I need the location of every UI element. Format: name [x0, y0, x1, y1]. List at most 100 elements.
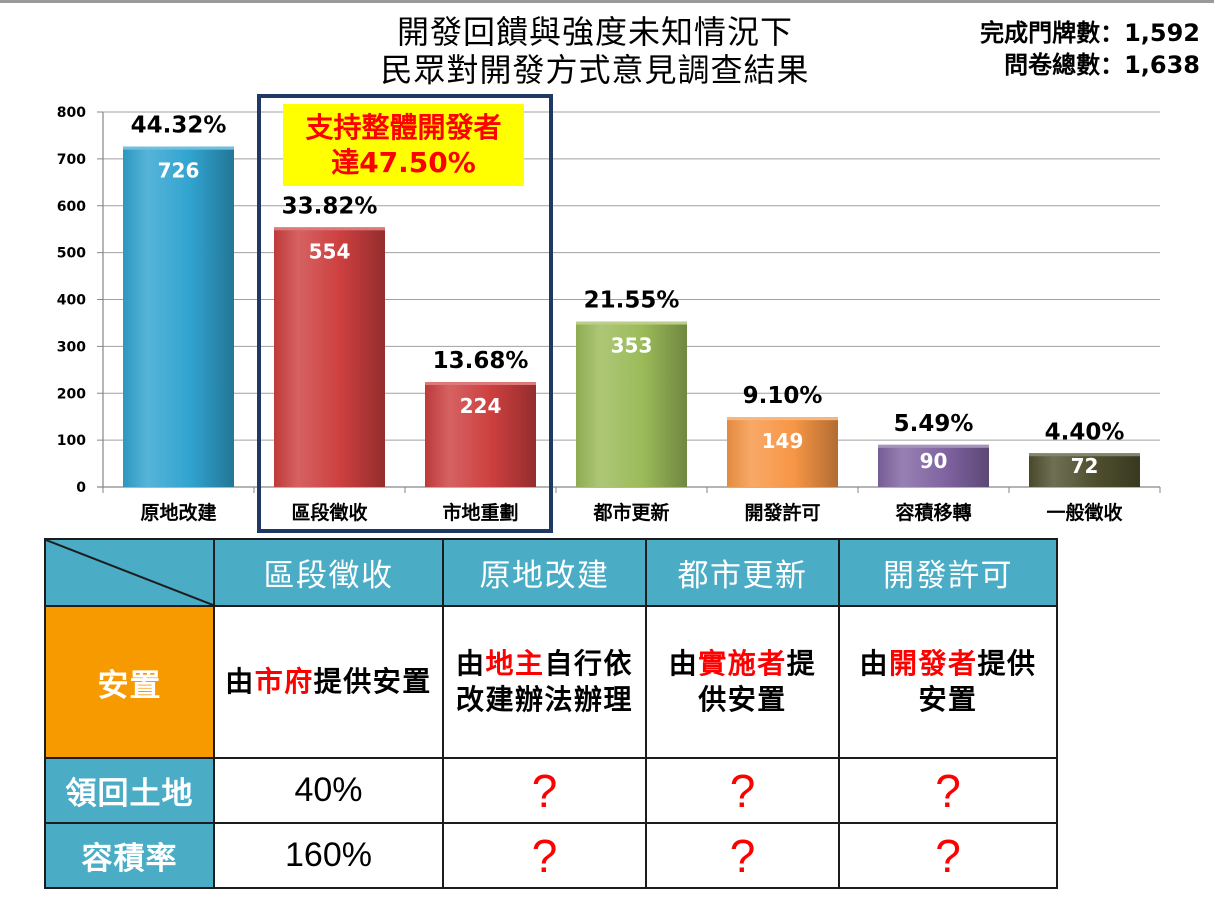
cell-line: 由開發者提供: [840, 646, 1056, 682]
cell-text: 提供: [977, 647, 1037, 680]
cell-text: 由: [455, 647, 486, 680]
title-line: 開發回饋與強度未知情況下: [396, 13, 793, 51]
category-label: 開發許可: [744, 501, 820, 524]
y-tick-label: 600: [57, 199, 86, 215]
cell-text: 160%: [285, 836, 372, 874]
cell-line: 由實施者提: [647, 646, 838, 682]
table-header-row: 區段徵收 原地改建 都市更新 開發許可: [44, 538, 1058, 607]
survey-stats: 完成門牌數：1,592 問卷總數：1,638: [980, 17, 1200, 81]
cell-text: 改建辦法辦理: [455, 683, 633, 716]
table-cell: ?: [838, 757, 1058, 824]
column-header: 區段徵收: [213, 538, 444, 607]
category-label: 容積移轉: [895, 501, 971, 524]
bar: [1029, 453, 1140, 487]
table-corner-cell: [44, 538, 215, 607]
table-cell: ?: [645, 757, 840, 824]
title-line: 民眾對開發方式意見調查結果: [380, 51, 810, 89]
y-tick-label: 700: [57, 152, 86, 168]
table-row: 安置 由市府提供安置 由地主自行依 改建辦法辦理 由實施者提 供安置 由開發者提供 安置: [44, 605, 1058, 759]
category-label: 市地重劃: [442, 501, 518, 524]
emphasized-text: 地主: [485, 647, 545, 680]
value-label: 554: [309, 239, 351, 263]
cell-line: 40%: [215, 771, 442, 810]
value-label: 353: [611, 334, 653, 358]
table-cell: ?: [442, 822, 647, 889]
question-mark: ?: [729, 764, 756, 817]
value-label: 90: [920, 449, 948, 473]
table-cell: 160%: [213, 822, 444, 889]
cell-line: ?: [840, 829, 1056, 883]
y-tick-label: 800: [57, 105, 86, 121]
page-title: 開發回饋與強度未知情況下 民眾對開發方式意見調查結果: [0, 13, 1190, 89]
cell-text: 由: [225, 665, 255, 698]
highlight-box: [257, 94, 553, 533]
question-mark: ?: [935, 829, 961, 882]
cell-text: 由: [859, 647, 889, 680]
cell-text: 由: [668, 647, 699, 680]
category-label: 區段徵收: [291, 501, 367, 524]
value-label: 726: [158, 159, 200, 183]
question-mark: ?: [531, 764, 558, 817]
cell-text: 提供安置: [313, 665, 432, 698]
bar-bevel: [274, 227, 385, 231]
table-cell: 由地主自行依 改建辦法辦理: [442, 605, 647, 759]
top-rule: [0, 0, 1214, 3]
value-label: 224: [460, 394, 502, 418]
percent-label: 4.40%: [1045, 419, 1125, 445]
questionnaire-total: 問卷總數：1,638: [1004, 51, 1200, 79]
percent-label: 9.10%: [743, 383, 823, 409]
completed-addresses-count: 完成門牌數：1,592: [980, 19, 1200, 47]
table-cell: 由開發者提供 安置: [838, 605, 1058, 759]
table-row: 容積率 160%???: [44, 822, 1058, 889]
column-header: 原地改建: [442, 538, 647, 607]
bar-bevel: [425, 382, 536, 385]
support-callout: 支持整體開發者 達47.50%: [283, 104, 524, 186]
bar: [425, 382, 536, 487]
percent-label: 13.68%: [433, 348, 529, 374]
bar: [878, 444, 989, 487]
percent-label: 5.49%: [894, 411, 974, 437]
bar: [727, 417, 838, 487]
row-header: 容積率: [44, 822, 215, 889]
cell-line: 由市府提供安置: [215, 664, 442, 700]
bar-bevel: [727, 417, 838, 421]
cell-line: ?: [647, 829, 838, 883]
emphasized-text: 實施者: [698, 647, 787, 680]
column-header: 開發許可: [838, 538, 1058, 607]
bar-chart: 0 100 200 300 400 500 600 700 800 44.32% 726 原地改建 33…: [57, 94, 1161, 533]
cell-line: 供安置: [647, 682, 838, 718]
category-label: 原地改建: [140, 501, 216, 524]
table-cell: ?: [442, 757, 647, 824]
question-mark: ?: [531, 829, 558, 882]
row-header: 領回土地: [44, 757, 215, 824]
category-label: 一般徵收: [1046, 501, 1122, 524]
table-body: 區段徵收 原地改建 都市更新 開發許可 安置 由市府提供安置 由地主自行依 改建辦法辦理 由實施…: [44, 538, 1058, 889]
cell-text: 供安置: [698, 683, 787, 716]
cell-text: 自行依: [544, 647, 634, 680]
percent-label: 33.82%: [282, 193, 378, 219]
callout-line: 支持整體開發者: [305, 111, 502, 144]
cell-line: ?: [444, 764, 645, 818]
cell-line: 安置: [840, 682, 1056, 718]
cell-line: 改建辦法辦理: [444, 682, 645, 718]
y-tick-label: 0: [76, 480, 86, 496]
y-tick-label: 300: [57, 339, 86, 355]
comparison-table: 區段徵收 原地改建 都市更新 開發許可 安置 由市府提供安置 由地主自行依 改建辦法辦理 由實施…: [44, 538, 1058, 889]
table-cell: 由實施者提 供安置: [645, 605, 840, 759]
cell-text: 提: [786, 647, 817, 680]
y-tick-label: 500: [57, 246, 86, 262]
cell-text: 安置: [918, 683, 978, 716]
question-mark: ?: [729, 829, 756, 882]
question-mark: ?: [935, 764, 961, 817]
bar: [576, 321, 687, 487]
bar-bevel: [878, 444, 989, 448]
table-row: 領回土地 40%???: [44, 757, 1058, 824]
value-label: 149: [762, 429, 804, 453]
cell-text: 40%: [294, 771, 363, 809]
bar: [123, 146, 234, 487]
table-cell: ?: [838, 822, 1058, 889]
bar-bevel: [123, 146, 234, 150]
y-tick-label: 400: [57, 293, 86, 309]
column-header: 都市更新: [645, 538, 840, 607]
